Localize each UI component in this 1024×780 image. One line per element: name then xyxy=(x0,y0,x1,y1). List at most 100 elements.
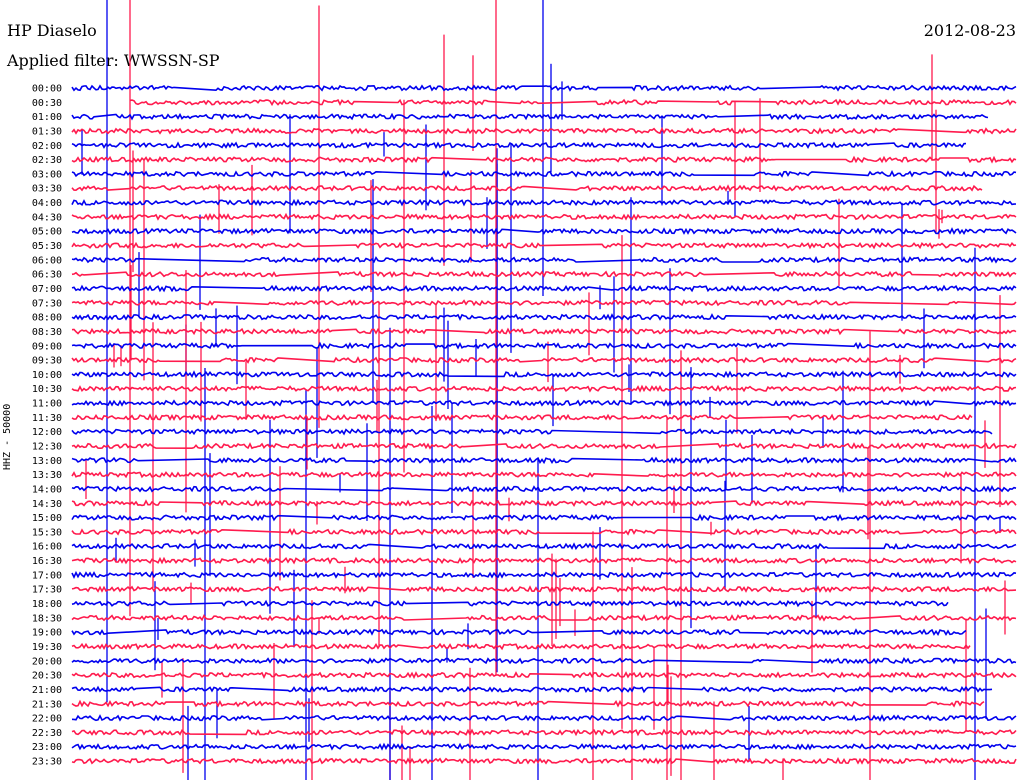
row-label: 12:00 xyxy=(32,427,62,438)
trace-row xyxy=(71,485,1017,493)
trace-row xyxy=(71,299,1017,307)
row-label: 05:00 xyxy=(32,227,62,238)
station-title: HP Diaselo xyxy=(7,21,97,40)
trace-row xyxy=(71,613,1017,622)
trace-row xyxy=(71,642,971,651)
row-label: 20:30 xyxy=(32,671,62,682)
trace-row xyxy=(71,513,1017,522)
row-label: 02:00 xyxy=(32,141,62,152)
trace-row xyxy=(71,399,1017,407)
trace-row xyxy=(71,428,993,436)
trace-row xyxy=(71,198,1017,207)
row-label: 21:30 xyxy=(32,699,62,710)
row-label: 04:00 xyxy=(32,198,62,209)
row-label: 07:30 xyxy=(32,298,62,309)
row-label: 08:30 xyxy=(32,327,62,338)
trace-row xyxy=(71,699,985,708)
row-label: 23:00 xyxy=(32,742,62,753)
row-label: 00:30 xyxy=(32,98,62,109)
trace-row xyxy=(129,98,1017,107)
row-label: 21:00 xyxy=(32,685,62,696)
spike-layer xyxy=(81,0,1006,780)
row-label: 05:30 xyxy=(32,241,62,252)
trace-row xyxy=(71,255,1017,264)
row-label: 23:30 xyxy=(32,757,62,768)
trace-row xyxy=(71,270,1017,279)
row-label: 11:00 xyxy=(32,399,62,410)
trace-row xyxy=(71,384,1017,393)
trace-row xyxy=(71,442,1017,450)
row-label: 15:30 xyxy=(32,527,62,538)
trace-row xyxy=(71,170,1017,178)
row-label: 13:00 xyxy=(32,456,62,467)
trace-row xyxy=(71,126,1017,135)
row-label: 12:30 xyxy=(32,442,62,453)
row-label: 19:00 xyxy=(32,628,62,639)
trace-row xyxy=(71,327,1017,336)
row-label: 18:30 xyxy=(32,613,62,624)
row-label: 08:00 xyxy=(32,313,62,324)
row-label: 11:30 xyxy=(32,413,62,424)
row-label: 07:00 xyxy=(32,284,62,295)
trace-row xyxy=(71,685,993,694)
trace-row xyxy=(71,313,1017,322)
row-label: 18:00 xyxy=(32,599,62,610)
row-label: 19:30 xyxy=(32,642,62,653)
trace-row xyxy=(71,241,1017,250)
trace-row xyxy=(71,570,1017,579)
row-label: 13:30 xyxy=(32,470,62,481)
trace-row xyxy=(71,227,1017,235)
row-label: 14:00 xyxy=(32,484,62,495)
trace-row xyxy=(71,628,967,637)
trace-row xyxy=(71,184,983,193)
trace-row xyxy=(71,155,1017,164)
trace-row xyxy=(71,112,989,121)
row-label: 17:00 xyxy=(32,570,62,581)
trace-row xyxy=(71,528,1017,536)
trace-layer xyxy=(71,84,1017,765)
row-label: 17:30 xyxy=(32,585,62,596)
row-label: 10:00 xyxy=(32,370,62,381)
trace-row xyxy=(71,141,967,150)
row-label: 03:30 xyxy=(32,184,62,195)
trace-row xyxy=(71,212,1017,221)
trace-row xyxy=(71,742,1017,751)
trace-row xyxy=(71,728,1017,737)
row-label: 15:00 xyxy=(32,513,62,524)
row-label: 10:30 xyxy=(32,384,62,395)
row-label: 22:30 xyxy=(32,728,62,739)
trace-row xyxy=(71,456,1017,465)
filter-label: Applied filter: WWSSN-SP xyxy=(7,51,220,70)
row-label: 02:30 xyxy=(32,155,62,166)
row-label: 16:30 xyxy=(32,556,62,567)
trace-row xyxy=(71,714,1017,722)
trace-row xyxy=(71,84,1017,92)
trace-row xyxy=(71,284,1017,293)
row-label: 14:30 xyxy=(32,499,62,510)
row-label: 20:00 xyxy=(32,656,62,667)
trace-row xyxy=(71,413,973,422)
row-label: 22:00 xyxy=(32,714,62,725)
trace-row xyxy=(71,556,1017,565)
trace-row xyxy=(71,585,1017,593)
trace-row xyxy=(71,370,1017,379)
row-label: 04:30 xyxy=(32,212,62,223)
trace-row xyxy=(71,341,1017,350)
row-label: 09:00 xyxy=(32,341,62,352)
row-label: 16:00 xyxy=(32,542,62,553)
row-label: 03:00 xyxy=(32,169,62,180)
trace-row xyxy=(71,470,1017,479)
trace-row xyxy=(71,599,949,608)
trace-row xyxy=(71,499,1017,507)
row-label: 01:30 xyxy=(32,126,62,137)
trace-row xyxy=(71,356,1017,364)
row-label: 09:30 xyxy=(32,356,62,367)
trace-row xyxy=(71,756,1017,765)
trace-row xyxy=(71,542,1017,551)
row-label-layer: 00:00 00:30 01:00 01:30 02:00 02:30 03:00 03:30… xyxy=(32,84,62,768)
row-label: 01:00 xyxy=(32,112,62,123)
trace-row xyxy=(71,671,1017,680)
date-label: 2012-08-23 xyxy=(923,21,1016,40)
trace-row xyxy=(71,656,1017,665)
